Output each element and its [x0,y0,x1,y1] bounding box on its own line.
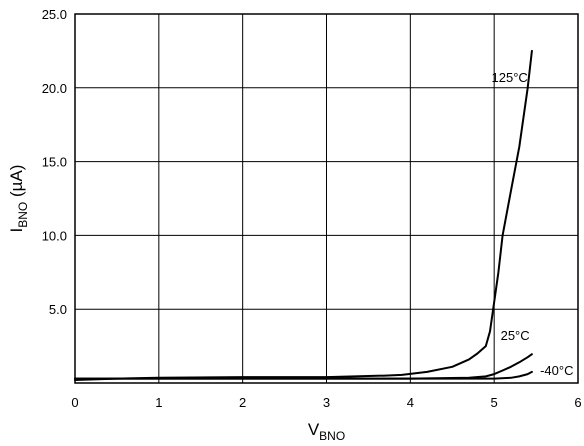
series-curves [74,49,533,381]
x-tick-label: 6 [574,395,581,410]
x-tick-label: 4 [407,395,414,410]
series-line-2 [74,370,533,380]
y-tick-label: 20.0 [42,81,67,96]
y-tick-label: 25.0 [42,7,67,22]
series-label-1: 25°C [501,328,530,343]
grid-lines [75,14,578,383]
series-line-0 [74,49,533,381]
y-axis-ticks: 5.0 10.0 15.0 20.0 25.0 [42,7,67,317]
series-labels: 125°C 25°C -40°C [492,70,574,378]
y-tick-label: 5.0 [49,302,67,317]
x-axis-ticks: 0 1 2 3 4 5 6 [71,395,581,410]
plot-area [74,13,579,384]
x-tick-label: 3 [323,395,330,410]
y-tick-label: 15.0 [42,155,67,170]
x-axis-title: VBNO [308,420,345,443]
y-axis-title: IBNO (µA) [7,165,30,233]
series-label-2: -40°C [540,363,573,378]
x-tick-label: 1 [155,395,162,410]
x-tick-label: 5 [491,395,498,410]
x-tick-label: 2 [239,395,246,410]
x-tick-label: 0 [71,395,78,410]
y-tick-label: 10.0 [42,228,67,243]
series-label-0: 125°C [492,70,528,85]
series-line-1 [74,353,533,380]
